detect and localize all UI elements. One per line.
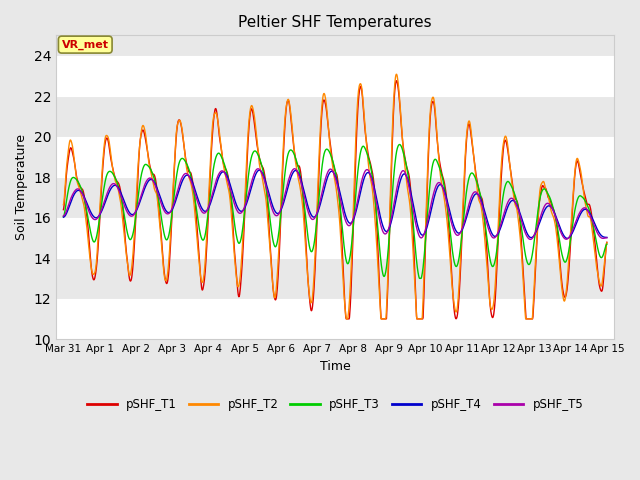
pSHF_T4: [369, 180, 377, 185]
pSHF_T4: [124, 206, 131, 212]
pSHF_T3: [415, 276, 423, 281]
pSHF_T1: [301, 228, 309, 233]
pSHF_T5: [124, 210, 131, 216]
Text: VR_met: VR_met: [61, 39, 109, 50]
Bar: [56, 56, 614, 96]
pSHF_T2: [369, 192, 377, 198]
pSHF_T2: [124, 261, 131, 267]
pSHF_T2: [60, 202, 67, 207]
pSHF_T4: [291, 168, 298, 174]
Line: pSHF_T4: pSHF_T4: [63, 170, 607, 239]
pSHF_T2: [311, 253, 319, 259]
Line: pSHF_T2: pSHF_T2: [63, 74, 607, 319]
pSHF_T3: [301, 211, 309, 216]
pSHF_T3: [124, 231, 131, 237]
pSHF_T3: [290, 151, 298, 157]
pSHF_T3: [603, 241, 611, 247]
pSHF_T5: [291, 166, 299, 172]
pSHF_T5: [102, 195, 109, 201]
Bar: [56, 137, 614, 177]
pSHF_T4: [301, 194, 309, 200]
pSHF_T1: [369, 173, 377, 179]
pSHF_T3: [396, 142, 403, 147]
pSHF_T2: [102, 134, 109, 140]
Legend: pSHF_T1, pSHF_T2, pSHF_T3, pSHF_T4, pSHF_T5: pSHF_T1, pSHF_T2, pSHF_T3, pSHF_T4, pSHF…: [83, 394, 588, 416]
Line: pSHF_T1: pSHF_T1: [63, 81, 607, 319]
pSHF_T2: [290, 145, 298, 151]
pSHF_T4: [603, 235, 611, 240]
pSHF_T1: [342, 316, 350, 322]
pSHF_T1: [124, 261, 131, 266]
pSHF_T5: [603, 235, 611, 240]
pSHF_T3: [102, 177, 109, 183]
pSHF_T3: [60, 214, 67, 219]
X-axis label: Time: Time: [320, 360, 351, 372]
pSHF_T5: [312, 214, 319, 220]
pSHF_T1: [393, 78, 401, 84]
pSHF_T1: [311, 267, 319, 273]
pSHF_T3: [369, 176, 376, 182]
Bar: [56, 299, 614, 339]
pSHF_T5: [301, 200, 309, 205]
pSHF_T5: [290, 166, 298, 172]
Line: pSHF_T3: pSHF_T3: [63, 144, 607, 278]
pSHF_T4: [312, 214, 319, 219]
pSHF_T2: [343, 316, 351, 322]
pSHF_T4: [60, 214, 67, 220]
pSHF_T2: [393, 72, 401, 77]
pSHF_T3: [311, 234, 319, 240]
pSHF_T2: [603, 240, 611, 246]
pSHF_T5: [369, 182, 377, 188]
pSHF_T1: [60, 207, 67, 213]
pSHF_T4: [564, 236, 572, 241]
pSHF_T5: [527, 237, 534, 242]
pSHF_T4: [102, 199, 109, 204]
pSHF_T1: [290, 146, 298, 152]
pSHF_T5: [60, 213, 67, 219]
Y-axis label: Soil Temperature: Soil Temperature: [15, 134, 28, 240]
pSHF_T2: [301, 239, 309, 245]
Bar: [56, 217, 614, 258]
Title: Peltier SHF Temperatures: Peltier SHF Temperatures: [238, 15, 432, 30]
Line: pSHF_T5: pSHF_T5: [63, 169, 607, 240]
pSHF_T4: [255, 168, 263, 173]
pSHF_T1: [102, 138, 109, 144]
pSHF_T1: [603, 240, 611, 245]
